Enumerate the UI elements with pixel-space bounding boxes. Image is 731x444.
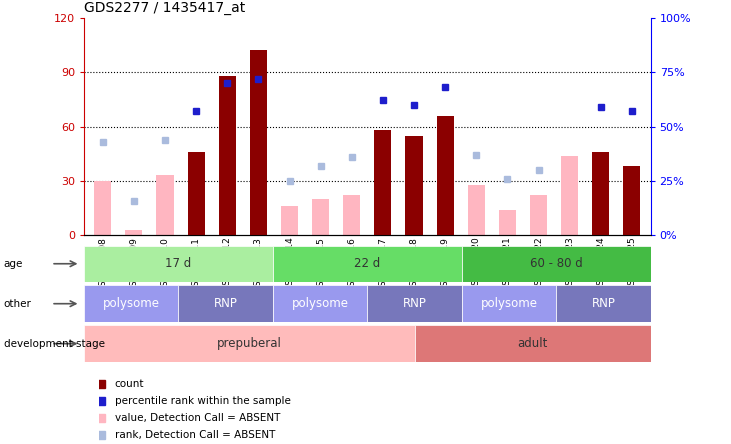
Bar: [343, 195, 360, 235]
Text: value, Detection Call = ABSENT: value, Detection Call = ABSENT: [115, 412, 280, 423]
Bar: [561, 155, 578, 235]
Bar: [530, 195, 547, 235]
Text: polysome: polysome: [103, 297, 160, 310]
Bar: [273, 246, 462, 282]
Bar: [462, 285, 556, 322]
Text: 60 - 80 d: 60 - 80 d: [530, 257, 583, 270]
Bar: [156, 175, 173, 235]
Text: GDS2277 / 1435417_at: GDS2277 / 1435417_at: [84, 1, 246, 16]
Bar: [436, 116, 454, 235]
Bar: [84, 325, 414, 362]
Bar: [219, 76, 236, 235]
Bar: [250, 51, 267, 235]
Bar: [414, 325, 651, 362]
Bar: [84, 285, 178, 322]
Bar: [556, 285, 651, 322]
Bar: [406, 135, 423, 235]
Text: adult: adult: [518, 337, 548, 350]
Text: other: other: [4, 299, 31, 309]
Bar: [468, 185, 485, 235]
Bar: [374, 130, 392, 235]
Bar: [84, 246, 273, 282]
Bar: [312, 199, 329, 235]
Text: RNP: RNP: [403, 297, 426, 310]
Bar: [273, 285, 368, 322]
Bar: [368, 285, 462, 322]
Bar: [94, 181, 111, 235]
Text: RNP: RNP: [591, 297, 616, 310]
Text: polysome: polysome: [480, 297, 537, 310]
Text: RNP: RNP: [213, 297, 238, 310]
Text: prepuberal: prepuberal: [217, 337, 281, 350]
Text: percentile rank within the sample: percentile rank within the sample: [115, 396, 290, 405]
Bar: [462, 246, 651, 282]
Bar: [624, 166, 640, 235]
Text: count: count: [115, 379, 144, 388]
Bar: [281, 206, 298, 235]
Bar: [178, 285, 273, 322]
Text: age: age: [4, 259, 23, 269]
Bar: [188, 152, 205, 235]
Text: 22 d: 22 d: [355, 257, 380, 270]
Text: development stage: development stage: [4, 339, 105, 349]
Text: polysome: polysome: [292, 297, 349, 310]
Text: 17 d: 17 d: [165, 257, 192, 270]
Bar: [592, 152, 610, 235]
Bar: [499, 210, 516, 235]
Text: rank, Detection Call = ABSENT: rank, Detection Call = ABSENT: [115, 430, 275, 440]
Bar: [125, 230, 143, 235]
